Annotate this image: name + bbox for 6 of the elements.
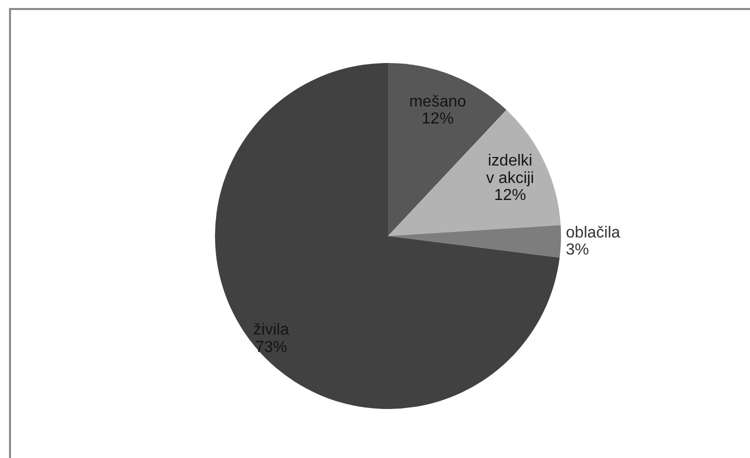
data-label: 12% bbox=[422, 110, 454, 128]
data-label: 3% bbox=[566, 242, 590, 259]
slice-label: oblačila bbox=[566, 224, 620, 242]
data-label: 12% bbox=[494, 187, 526, 204]
slice-label: mešano bbox=[409, 93, 466, 110]
slice-label: izdelki v akciji bbox=[486, 152, 534, 187]
